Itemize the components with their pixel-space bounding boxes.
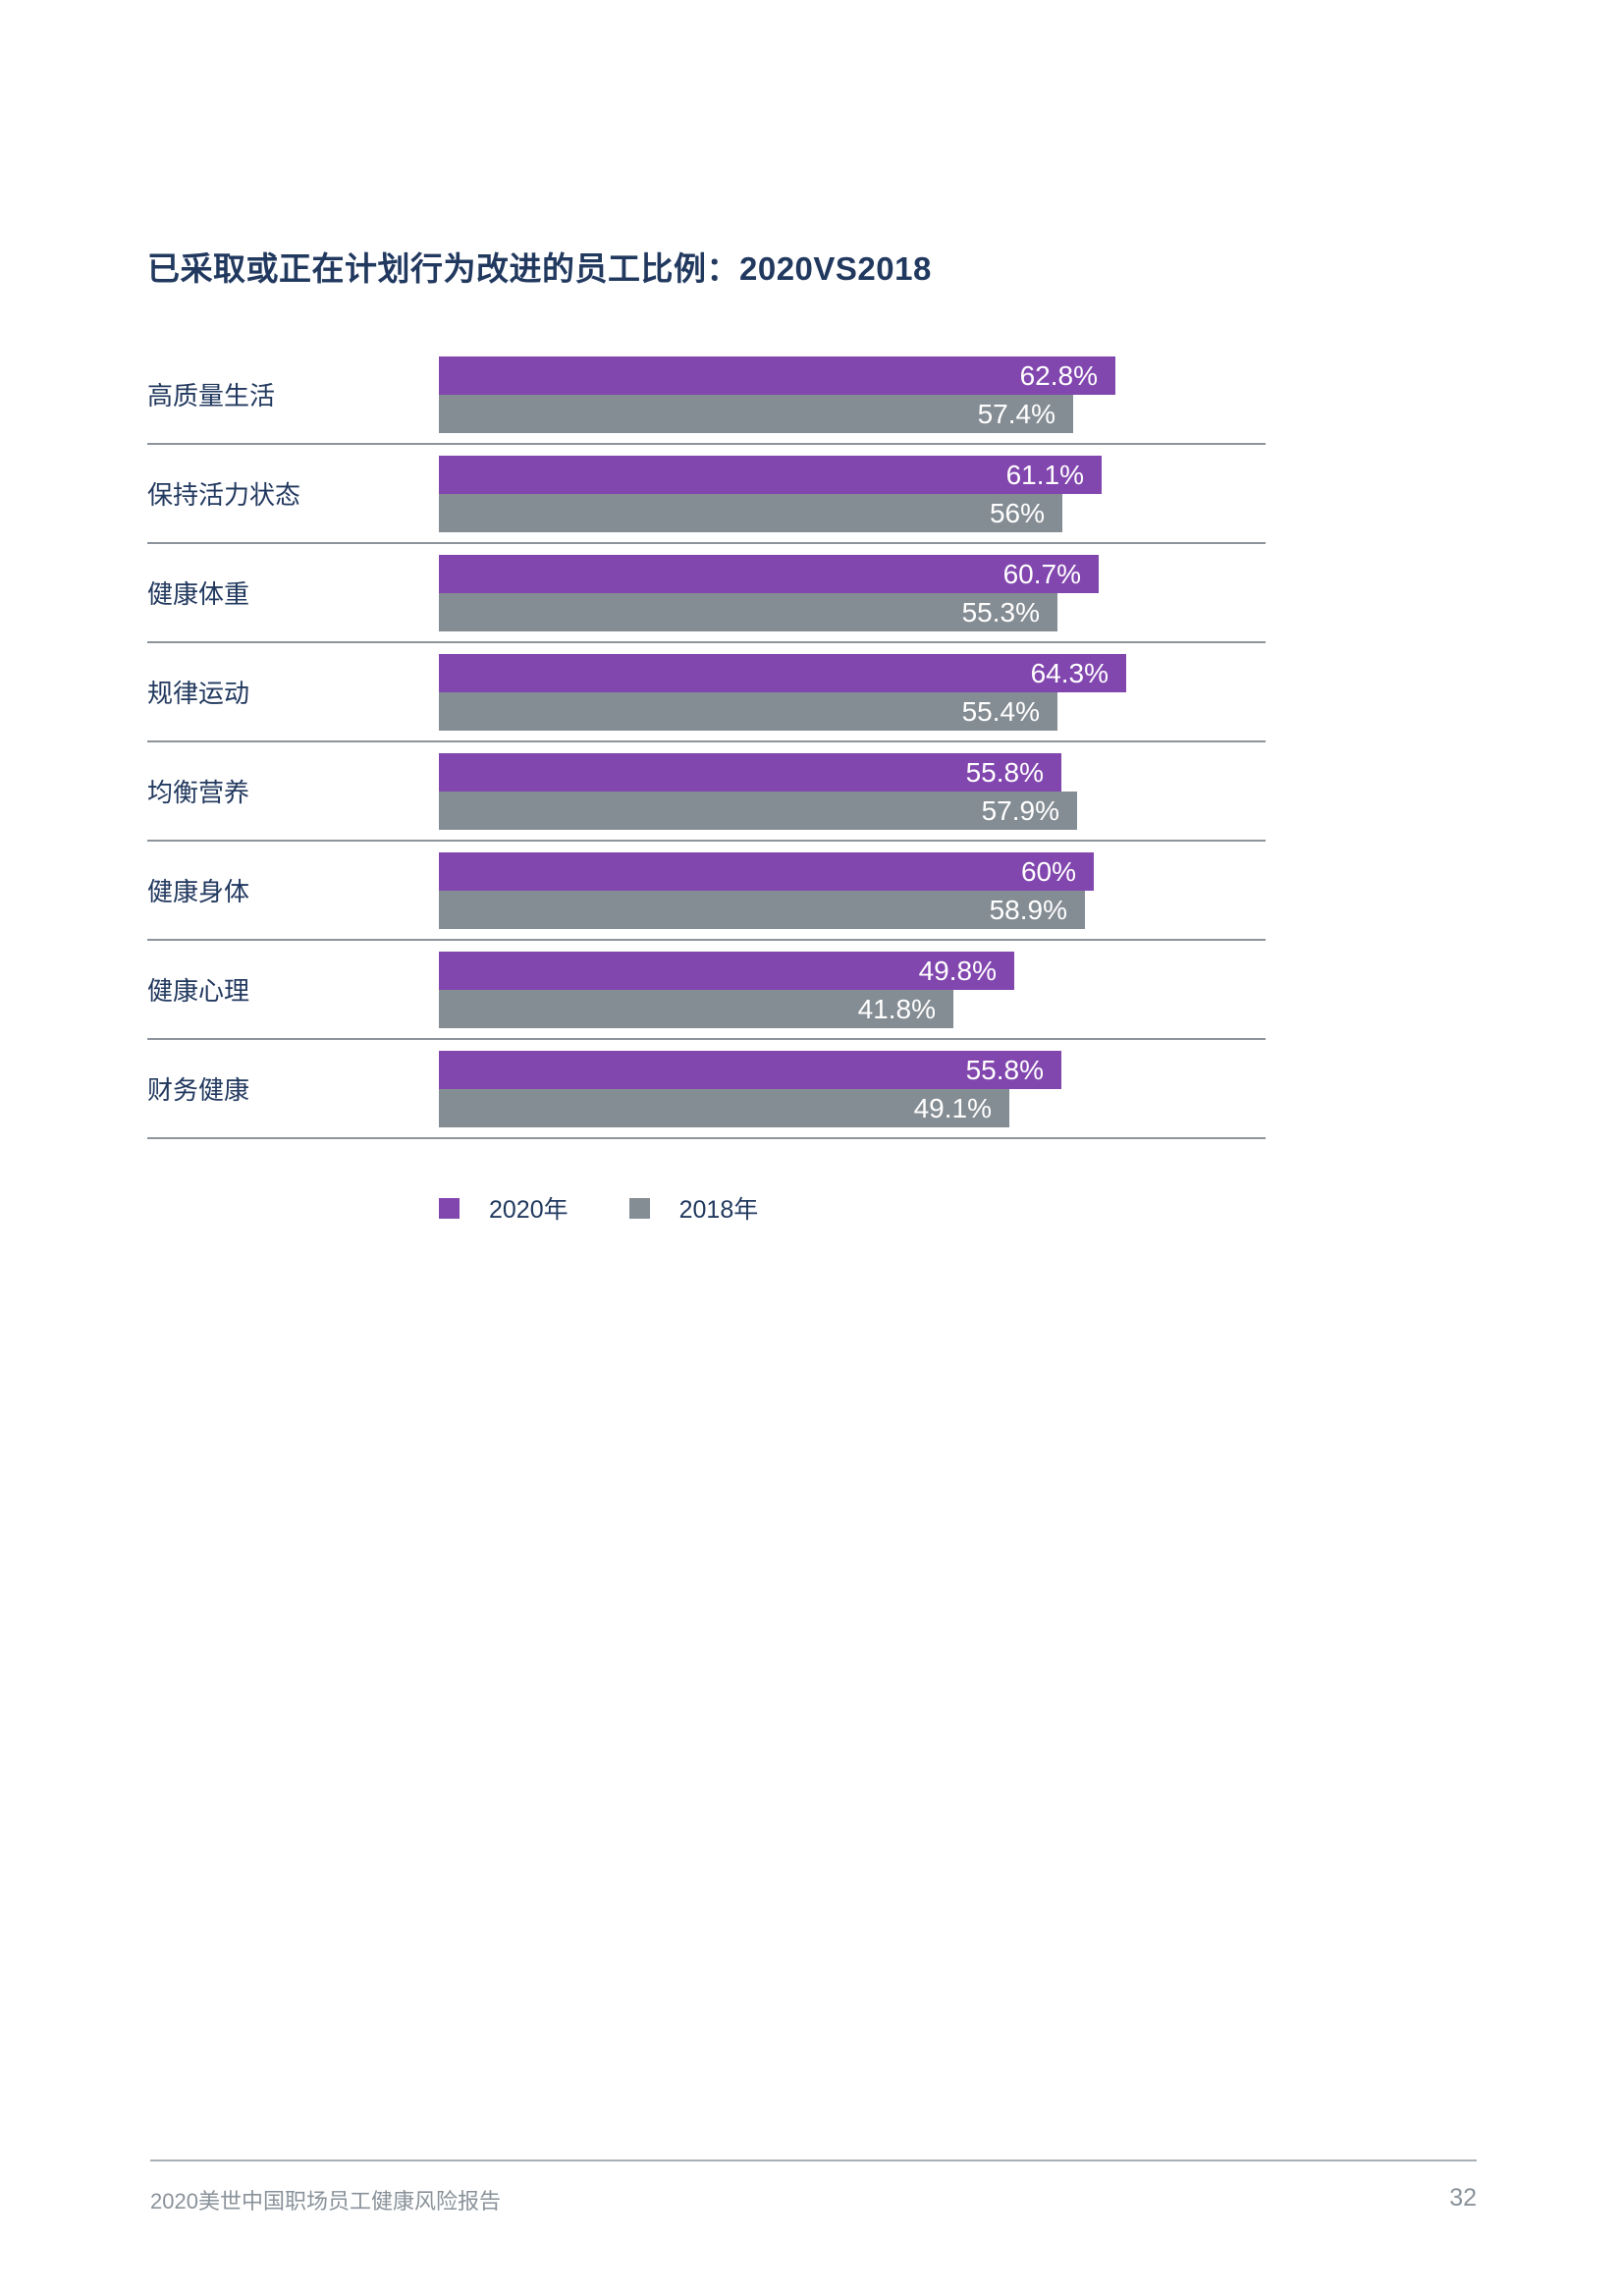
legend-swatch-2020-icon (439, 1197, 460, 1219)
value-label-2020: 64.3% (1030, 657, 1109, 688)
bar-2018: 49.1% (439, 1089, 1009, 1127)
chart-row: 高质量生活 62.8% 57.4% (147, 346, 1266, 445)
value-label-2020: 61.1% (1005, 459, 1084, 490)
value-label-2018: 56% (989, 497, 1045, 528)
value-label-2018: 55.3% (961, 596, 1040, 628)
legend-label-2018: 2018年 (678, 1196, 759, 1224)
footer-divider (150, 2159, 1477, 2161)
bar-chart: 高质量生活 62.8% 57.4% 保持活力状态 61.1% 56% (147, 346, 1266, 1139)
value-label-2018: 55.4% (961, 695, 1040, 727)
bar-2020: 60.7% (439, 555, 1099, 593)
value-label-2018: 57.4% (977, 398, 1055, 429)
value-label-2018: 58.9% (989, 894, 1067, 925)
chart-row: 保持活力状态 61.1% 56% (147, 445, 1266, 544)
category-label: 高质量生活 (147, 381, 276, 410)
value-label-2020: 55.8% (965, 1054, 1044, 1085)
category-label: 健康身体 (147, 877, 250, 906)
category-label: 健康体重 (147, 579, 250, 609)
chart-row: 健康体重 60.7% 55.3% (147, 544, 1266, 643)
category-label: 均衡营养 (147, 778, 250, 807)
value-label-2018: 57.9% (981, 794, 1059, 826)
bar-group: 55.8% 57.9% (439, 742, 1266, 840)
bar-2018: 56% (439, 494, 1062, 532)
bar-group: 60.7% 55.3% (439, 544, 1266, 641)
chart-row: 财务健康 55.8% 49.1% (147, 1040, 1266, 1139)
bar-2020: 55.8% (439, 1051, 1061, 1089)
bar-2018: 57.4% (439, 395, 1073, 433)
bar-2018: 58.9% (439, 891, 1085, 929)
chart-row: 规律运动 64.3% 55.4% (147, 643, 1266, 742)
bar-2020: 60% (439, 852, 1094, 891)
bar-2020: 62.8% (439, 356, 1115, 395)
bar-group: 49.8% 41.8% (439, 941, 1266, 1038)
bar-group: 61.1% 56% (439, 445, 1266, 542)
value-label-2020: 49.8% (918, 955, 997, 986)
value-label-2020: 60% (1020, 855, 1076, 887)
chart-row: 健康身体 60% 58.9% (147, 842, 1266, 941)
footer-report-title: 2020美世中国职场员工健康风险报告 (150, 2189, 501, 2214)
bar-2018: 55.3% (439, 593, 1057, 631)
legend-item-2018: 2018年 (628, 1190, 759, 1226)
category-label: 规律运动 (147, 679, 250, 708)
bar-group: 64.3% 55.4% (439, 643, 1266, 740)
chart-row: 健康心理 49.8% 41.8% (147, 941, 1266, 1040)
bar-2020: 49.8% (439, 952, 1014, 990)
bar-2020: 55.8% (439, 753, 1061, 792)
value-label-2020: 55.8% (965, 756, 1044, 788)
legend-item-2020: 2020年 (439, 1190, 568, 1226)
bar-2020: 64.3% (439, 654, 1126, 692)
chart-legend: 2020年 2018年 (439, 1190, 758, 1226)
bar-2018: 41.8% (439, 990, 953, 1028)
chart-title: 已采取或正在计划行为改进的员工比例：2020VS2018 (147, 250, 932, 287)
bar-group: 55.8% 49.1% (439, 1040, 1266, 1137)
bar-group: 60% 58.9% (439, 842, 1266, 939)
category-label: 财务健康 (147, 1075, 250, 1105)
bar-2018: 57.9% (439, 792, 1077, 830)
bar-2018: 55.4% (439, 692, 1057, 731)
bar-group: 62.8% 57.4% (439, 346, 1266, 443)
page-number: 32 (1449, 2184, 1477, 2212)
category-label: 保持活力状态 (147, 480, 301, 510)
value-label-2020: 60.7% (1002, 558, 1081, 589)
value-label-2018: 49.1% (913, 1092, 992, 1123)
value-label-2018: 41.8% (857, 993, 936, 1024)
value-label-2020: 62.8% (1019, 359, 1098, 391)
chart-row: 均衡营养 55.8% 57.9% (147, 742, 1266, 842)
legend-label-2020: 2020年 (489, 1196, 568, 1224)
legend-swatch-2018-icon (628, 1197, 650, 1219)
bar-2020: 61.1% (439, 456, 1102, 494)
category-label: 健康心理 (147, 976, 250, 1006)
page-footer: 2020美世中国职场员工健康风险报告 32 (150, 2184, 1477, 2215)
